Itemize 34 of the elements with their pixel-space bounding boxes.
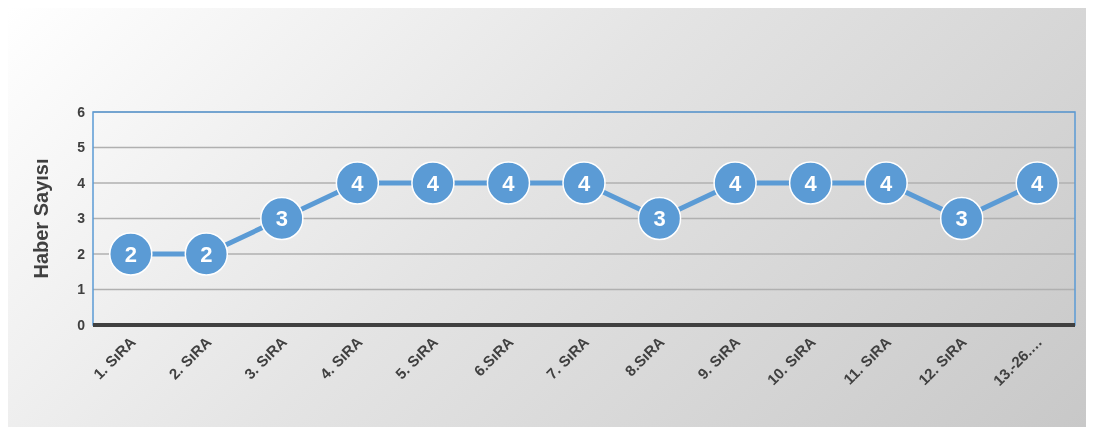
y-axis-title: Haber Sayısı — [30, 158, 53, 279]
point — [411, 161, 455, 205]
data-label: 4 — [728, 170, 742, 196]
data-label: 2 — [124, 241, 137, 267]
data-label: 4 — [880, 170, 894, 196]
data-label: 4 — [351, 170, 365, 196]
point — [788, 161, 833, 205]
y-tick-label: 5 — [77, 139, 86, 156]
data-label: 3 — [955, 206, 968, 232]
data-label: 2 — [200, 241, 213, 267]
data-label: 4 — [426, 170, 440, 196]
y-tick-label: 4 — [77, 174, 86, 191]
y-tick-label: 1 — [77, 281, 86, 298]
point — [637, 196, 682, 241]
data-label: 4 — [577, 170, 591, 196]
point — [335, 161, 380, 205]
data-label: 3 — [653, 206, 666, 232]
point — [109, 232, 153, 276]
data-label: 4 — [804, 170, 818, 196]
point — [486, 161, 531, 205]
point — [184, 232, 229, 276]
point — [713, 161, 757, 205]
point — [939, 196, 984, 241]
point — [1015, 161, 1059, 205]
point — [562, 161, 606, 205]
data-label: 4 — [1031, 170, 1045, 196]
point — [260, 196, 304, 241]
data-label: 3 — [275, 206, 288, 232]
data-label: 4 — [502, 170, 516, 196]
point — [864, 161, 908, 205]
y-tick-label: 0 — [77, 316, 86, 333]
y-tick-label: 2 — [77, 245, 86, 262]
y-tick-label: 6 — [77, 103, 86, 120]
y-tick-label: 3 — [77, 210, 86, 227]
